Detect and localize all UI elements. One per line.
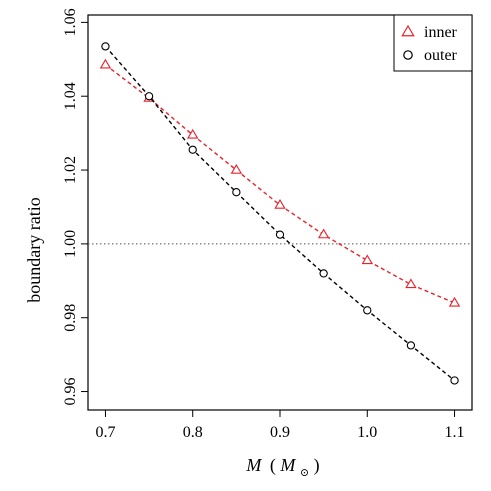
x-axis-label: M ( M ⊙ )	[245, 455, 319, 480]
point-outer	[363, 306, 372, 315]
point-inner	[99, 58, 112, 69]
x-axis-label-paren-close: )	[314, 455, 320, 476]
point-inner	[448, 296, 461, 307]
y-tick-label: 1.00	[62, 230, 79, 258]
x-axis-label-paren-open: (	[270, 455, 276, 476]
point-inner	[361, 254, 373, 265]
series-line-outer	[104, 45, 455, 382]
point-outer	[275, 230, 285, 239]
y-axis-label: boundary ratio	[24, 197, 44, 302]
point-outer	[144, 92, 154, 101]
legend-marker-outer	[403, 50, 413, 60]
series-line-inner	[105, 64, 455, 304]
legend-marker-inner	[401, 24, 415, 37]
x-tick-label: 0.7	[95, 424, 115, 441]
y-tick-label: 1.04	[62, 82, 79, 110]
y-tick-label: 1.02	[62, 156, 79, 184]
x-axis-label-unit: M	[279, 455, 296, 475]
x-tick-label: 0.9	[270, 424, 290, 441]
x-tick-label: 0.8	[183, 424, 203, 441]
point-inner	[187, 128, 199, 139]
y-tick-label: 1.06	[62, 8, 79, 36]
x-axis-label-symbol: M	[245, 455, 262, 475]
x-tick-label: 1.0	[357, 424, 377, 441]
x-tick-label: 1.1	[445, 424, 465, 441]
point-outer	[188, 145, 197, 154]
point-inner	[230, 163, 243, 174]
point-outer	[101, 42, 110, 51]
legend-label-outer: outer	[424, 47, 458, 64]
y-tick-label: 0.96	[62, 378, 79, 406]
x-axis-label-unit-subscript: ⊙	[300, 467, 309, 479]
point-outer	[319, 269, 328, 278]
point-outer	[450, 376, 459, 385]
point-outer	[406, 341, 416, 350]
point-outer	[232, 188, 241, 197]
point-inner	[274, 199, 286, 209]
legend-box	[393, 14, 473, 72]
legend-label-inner: inner	[424, 24, 458, 41]
y-tick-label: 0.98	[62, 304, 79, 332]
point-inner	[317, 228, 330, 239]
point-inner	[405, 278, 417, 289]
